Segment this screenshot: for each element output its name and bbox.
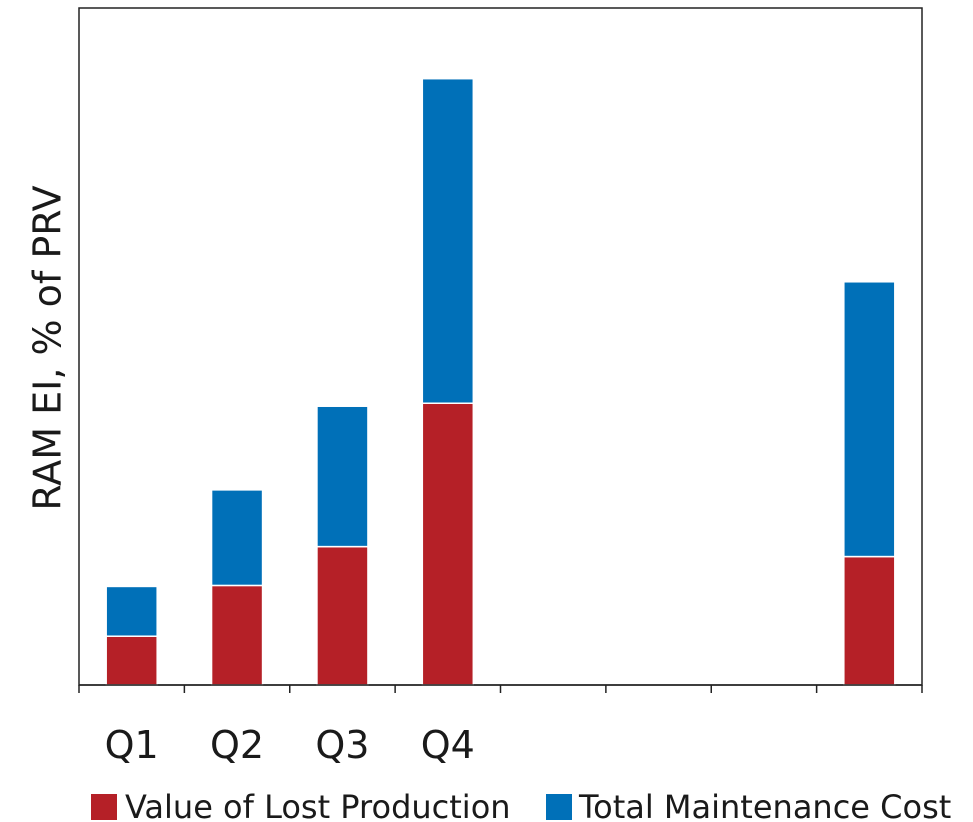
legend-label-maintenance-cost: Total Maintenance Cost: [578, 788, 951, 822]
x-tick-label: Q2: [210, 723, 264, 767]
legend-label-lost-production: Value of Lost Production: [125, 788, 511, 822]
bar-segment-maintenance-cost-8: [843, 281, 896, 558]
x-tick-label: Q1: [105, 723, 159, 767]
legend: Value of Lost Production Total Maintenanc…: [91, 788, 951, 822]
x-axis: Q1 Q2 Q3 Q4: [78, 684, 923, 767]
legend-swatch-lost-production: [91, 794, 117, 820]
x-tick-label: Q3: [315, 723, 369, 767]
bar-segment-lost-production-3: [316, 545, 369, 686]
bar-segment-maintenance-cost-2: [210, 489, 264, 587]
plot-area-frame: [78, 7, 923, 686]
legend-swatch-maintenance-cost: [546, 794, 572, 820]
bar-segment-lost-production-1: [105, 635, 158, 686]
bar-segment-lost-production-2: [210, 584, 264, 686]
bars-group: [105, 77, 896, 686]
x-tick-label: Q4: [421, 723, 475, 767]
bar-segment-maintenance-cost-1: [105, 585, 158, 637]
bar-segment-lost-production-4: [421, 402, 475, 686]
bar-segment-maintenance-cost-4: [421, 77, 475, 404]
bar-segment-lost-production-8: [843, 555, 896, 686]
y-axis-title: RAM EI, % of PRV: [26, 185, 70, 510]
bar-segment-maintenance-cost-3: [316, 405, 369, 548]
